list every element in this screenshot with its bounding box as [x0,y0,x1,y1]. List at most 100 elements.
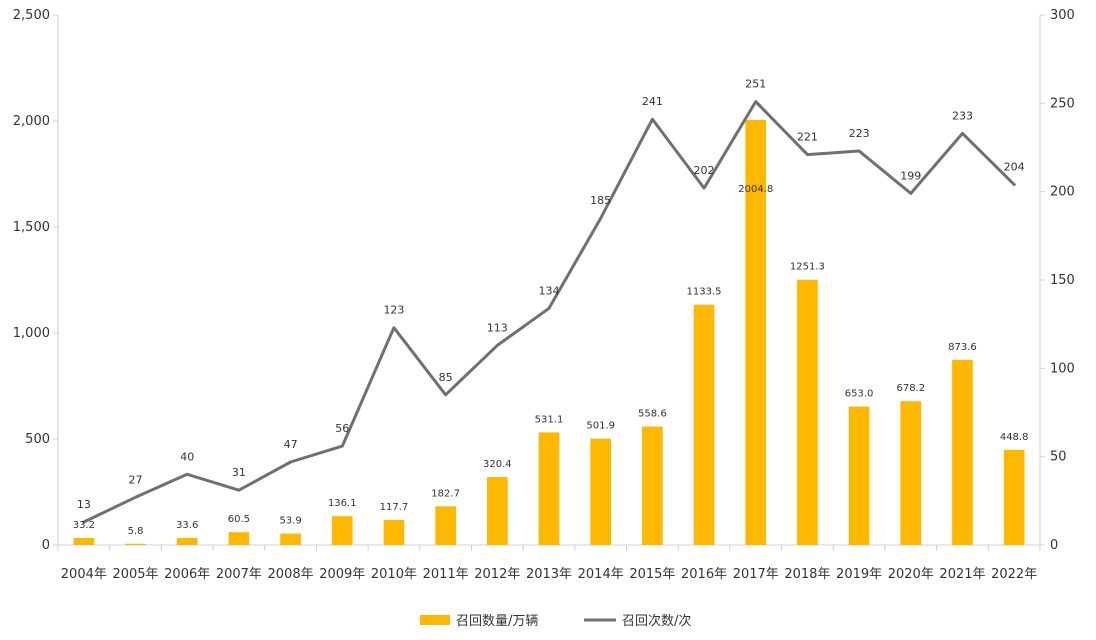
line-value-label: 123 [383,304,404,317]
bar-value-label: 182.7 [431,488,460,499]
right-y-tick-label: 100 [1050,361,1075,376]
x-tick-label: 2019年 [836,567,882,582]
bar [745,119,767,546]
right-y-tick-label: 200 [1050,185,1075,200]
x-tick-label: 2021年 [939,567,985,582]
bar [383,520,405,545]
bar [900,401,922,545]
bar-value-label: 1251.3 [790,262,825,273]
x-tick-label: 2020年 [888,567,934,582]
bar [590,438,612,545]
bar [538,432,560,545]
line-value-label: 199 [900,169,921,182]
line-value-label: 113 [487,321,508,334]
bar-value-label: 653.0 [845,389,874,400]
left-y-tick-label: 1,000 [13,326,50,341]
bar-series [73,119,1025,546]
line-series [82,100,1016,524]
line-value-label: 134 [539,284,560,297]
bar-value-label: 531.1 [535,414,564,425]
legend-line-label: 召回次数/次 [622,613,691,629]
line-value-label: 85 [439,371,453,384]
x-tick-label: 2006年 [164,567,210,582]
x-tick-label: 2015年 [629,567,675,582]
bar-value-label: 1133.5 [687,287,722,298]
x-tick-label: 2008年 [268,567,314,582]
line-value-label: 204 [1004,161,1025,174]
bar [280,533,301,545]
right-y-tick-label: 150 [1050,273,1075,288]
bar [228,532,250,545]
x-tick-label: 2010年 [371,567,417,582]
right-y-tick-label: 250 [1050,96,1075,111]
bar-value-label: 60.5 [228,514,250,525]
right-y-tick-label: 300 [1050,8,1075,23]
line-value-label: 251 [745,78,766,91]
x-tick-label: 2007年 [216,567,262,582]
left-y-tick-label: 500 [25,432,50,447]
data-labels: 33.2 5.8 33.6 60.5 53.9 136.1 117.7 182.7 320.4 5… [73,78,1029,537]
x-tick-label: 2018年 [784,567,830,582]
bar [73,537,95,545]
legend-bar-swatch [420,615,450,625]
bar-value-label: 5.8 [128,526,144,537]
right-y-tick-label: 0 [1050,538,1058,553]
bar [952,359,973,545]
x-tick-label: 2011年 [423,567,469,582]
legend: 召回数量/万辆 召回次数/次 [420,613,691,629]
bar-value-label: 53.9 [279,516,301,527]
x-tick-label: 2014年 [578,567,624,582]
line-value-label: 56 [335,422,349,435]
line-value-label: 31 [232,466,246,479]
bar-value-label: 873.6 [948,342,977,353]
bar-value-label: 33.6 [176,520,198,531]
right-y-tick-label: 50 [1050,450,1067,465]
axes: 0 500 1,000 1,500 2,000 2,500 0 50 100 150 200 250 3… [13,8,1075,582]
bar [486,477,508,545]
bar-value-label: 136.1 [328,498,357,509]
x-tick-label: 2004年 [61,567,107,582]
x-tick-label: 2017年 [733,567,779,582]
bar-value-label: 2004.8 [738,184,773,195]
bar-value-label: 448.8 [1000,432,1029,443]
legend-bar-label: 召回数量/万辆 [456,614,538,629]
left-y-tick-label: 2,500 [13,8,50,23]
line-value-label: 40 [180,450,194,463]
bar-value-label: 117.7 [380,502,409,513]
bar-value-label: 558.6 [638,409,667,420]
left-y-tick-label: 1,500 [13,220,50,235]
x-tick-label: 2005年 [112,567,158,582]
line-value-label: 47 [284,438,298,451]
line-value-label: 13 [77,498,91,511]
bar-value-label: 320.4 [483,459,512,470]
line-value-label: 202 [694,164,715,177]
bar [125,543,146,545]
line-value-label: 27 [129,473,143,486]
bar [642,426,663,545]
bar-value-label: 33.2 [73,520,95,531]
recall-count-line [82,100,1016,524]
line-value-label: 241 [642,95,663,108]
bar [1003,449,1025,545]
bar [693,304,715,545]
bar [331,516,353,545]
x-tick-label: 2016年 [681,567,727,582]
bar-value-label: 501.9 [586,421,615,432]
line-value-label: 221 [797,131,818,144]
line-value-label: 223 [849,127,870,140]
bar [797,279,818,545]
x-tick-label: 2012年 [474,567,520,582]
bar-value-label: 678.2 [896,383,925,394]
bar [848,406,870,545]
x-tick-label: 2009年 [319,567,365,582]
line-value-label: 233 [952,109,973,122]
bar [435,506,456,545]
bar [176,537,198,545]
x-tick-label: 2022年 [991,567,1037,582]
x-tick-label: 2013年 [526,567,572,582]
left-y-tick-label: 2,000 [13,114,50,129]
left-y-tick-label: 0 [42,538,50,553]
line-value-label: 185 [590,194,611,207]
